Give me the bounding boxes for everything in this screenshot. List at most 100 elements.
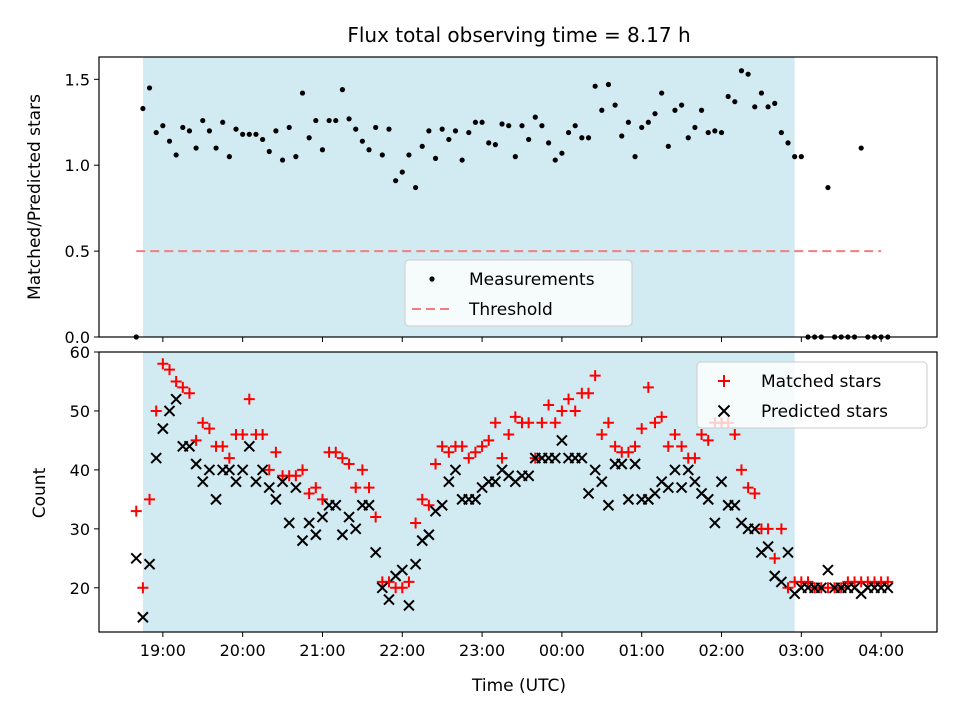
predicted-star-point (762, 540, 774, 553)
matched-star-point (363, 482, 375, 494)
series-matched-stars (130, 358, 894, 594)
matched-star-point (190, 434, 202, 446)
measurement-point (645, 119, 651, 125)
y-tick-label: 40 (70, 461, 90, 480)
matched-star-point (696, 429, 708, 441)
matched-star-point (642, 381, 654, 393)
matched-star-point (536, 417, 548, 429)
predicted-star-point (283, 517, 295, 529)
x-tick-label: 04:00 (858, 641, 904, 660)
predicted-star-point (403, 599, 415, 612)
measurement-point (233, 126, 239, 132)
measurement-point (698, 107, 705, 113)
legend-marker (429, 276, 435, 282)
predicted-star-point (749, 523, 761, 535)
measurement-point (193, 145, 199, 151)
legend-label: Threshold (468, 300, 553, 320)
matched-star-point (729, 429, 741, 441)
measurement-point (266, 148, 272, 155)
matched-star-point (177, 381, 189, 393)
matched-star-point (596, 429, 608, 441)
matched-star-point (170, 375, 182, 387)
measurement-point (605, 81, 612, 88)
matched-star-point (197, 417, 209, 429)
predicted-star-point (423, 529, 435, 541)
predicted-star-point (669, 464, 681, 476)
x-tick-label: 23:00 (459, 641, 505, 660)
measurement-point (373, 124, 379, 131)
predicted-star-point (330, 499, 342, 511)
measurement-point (592, 83, 598, 89)
predicted-star-point (137, 611, 149, 623)
predicted-star-point (396, 564, 408, 576)
predicted-star-point (629, 458, 641, 470)
predicted-star-point (376, 582, 389, 594)
matched-star-point (489, 417, 501, 429)
measurement-point (293, 154, 299, 160)
predicted-star-point (409, 558, 422, 570)
predicted-star-point (782, 546, 794, 559)
measurement-point (393, 178, 399, 184)
matched-star-point (410, 517, 422, 529)
measurement-point (745, 71, 751, 77)
matched-star-point (563, 393, 575, 405)
matched-star-point (556, 405, 568, 417)
y-tick-label: 0.5 (65, 242, 90, 261)
measurement-point (718, 129, 725, 136)
measurement-point (652, 111, 658, 117)
measurement-point (619, 133, 625, 139)
measurement-point (672, 107, 678, 113)
measurement-point (632, 154, 638, 160)
matched-star-point (137, 582, 149, 594)
matched-star-point (649, 417, 661, 429)
matched-star-point (622, 446, 634, 458)
measurement-point (379, 152, 385, 158)
predicted-star-point (729, 499, 741, 511)
predicted-star-point (775, 576, 788, 588)
measurement-point (785, 140, 791, 146)
measurement-point (625, 119, 632, 125)
measurement-point (220, 119, 226, 125)
y-tick-label: 50 (70, 402, 90, 421)
measurement-point (765, 104, 771, 110)
measurement-point (752, 104, 758, 110)
matched-star-point (549, 417, 561, 429)
measurement-point (206, 128, 213, 134)
x-tick-label: 20:00 (220, 641, 266, 660)
measurement-point (758, 90, 765, 96)
matched-star-point (423, 499, 435, 511)
axes-frame (98, 351, 938, 633)
predicted-star-point (256, 464, 269, 476)
matched-star-point (396, 582, 408, 594)
matched-star-point (802, 576, 814, 588)
matched-star-point (456, 440, 468, 452)
predicted-star-point (197, 475, 209, 488)
measurement-point (200, 117, 206, 124)
y-tick-label: 1.0 (65, 156, 90, 175)
matched-star-point (523, 417, 535, 429)
matched-star-point (310, 482, 322, 494)
measurement-point (512, 154, 518, 160)
measurement-point (180, 124, 186, 131)
measurement-point (825, 184, 831, 191)
matched-star-point (356, 464, 368, 476)
predicted-star-point (276, 475, 289, 488)
measurement-point (173, 152, 179, 158)
predicted-star-point (556, 434, 568, 447)
series-measurements (133, 68, 891, 340)
matched-star-point (144, 493, 156, 505)
measurement-point (306, 135, 312, 141)
measurement-point (346, 116, 352, 122)
matched-star-point (150, 405, 162, 417)
matched-star-point (496, 452, 508, 464)
measurement-point (732, 99, 738, 105)
measurement-point (386, 126, 392, 132)
predicted-star-point (223, 464, 236, 476)
measurement-point (419, 143, 425, 149)
predicted-star-point (383, 593, 395, 606)
matched-star-point (463, 452, 475, 464)
measurement-point (685, 135, 691, 141)
predicted-star-point (303, 517, 315, 529)
predicted-star-point (270, 493, 282, 506)
